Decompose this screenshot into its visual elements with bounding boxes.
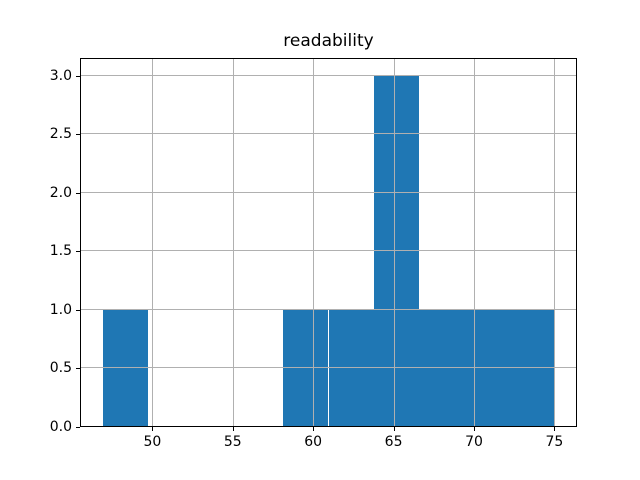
histogram-bar [102,309,148,427]
x-tick-label: 70 [465,434,483,450]
x-gridline [474,58,475,427]
histogram-bar [509,309,555,427]
y-gridline [80,74,577,76]
histogram-bar [464,309,510,427]
x-tick-mark [152,427,154,431]
histogram-bar [283,309,329,427]
x-tick-label: 50 [143,434,162,450]
plot-area [80,58,577,427]
x-tick-label: 55 [223,434,242,450]
x-gridline [313,58,315,427]
x-tick-mark [474,427,475,431]
histogram-bar [418,309,465,427]
histogram-bar [328,309,374,427]
y-tick-label: 2.0 [49,184,72,201]
y-tick-label: 1.5 [49,243,72,260]
x-gridline [393,58,395,427]
y-tick-label: 1.0 [49,301,72,318]
y-tick-label: 0.0 [49,419,72,435]
y-gridline [80,308,577,310]
x-gridline [152,58,154,427]
y-tick-mark [76,75,80,77]
x-tick-mark [393,427,395,431]
x-tick-label: 60 [304,434,323,450]
x-tick-label: 65 [384,434,403,450]
x-tick-label: 75 [545,434,564,450]
y-gridline [80,133,577,135]
y-tick-mark [76,309,80,311]
x-tick-mark [232,427,234,431]
y-tick-mark [76,368,80,370]
y-tick-label: 2.5 [49,126,72,143]
x-gridline [232,58,234,427]
y-gridline [80,191,577,193]
x-tick-mark [554,427,556,431]
x-gridline [554,58,556,427]
y-tick-mark [76,192,80,194]
y-gridline [80,250,577,252]
y-tick-mark [76,134,80,136]
x-tick-mark [313,427,315,431]
y-tick-mark [76,427,80,428]
y-tick-mark [76,251,80,253]
y-tick-label: 3.0 [49,67,72,84]
chart-title: readability [283,31,374,51]
y-gridline [80,367,577,369]
y-tick-label: 0.5 [49,360,72,377]
